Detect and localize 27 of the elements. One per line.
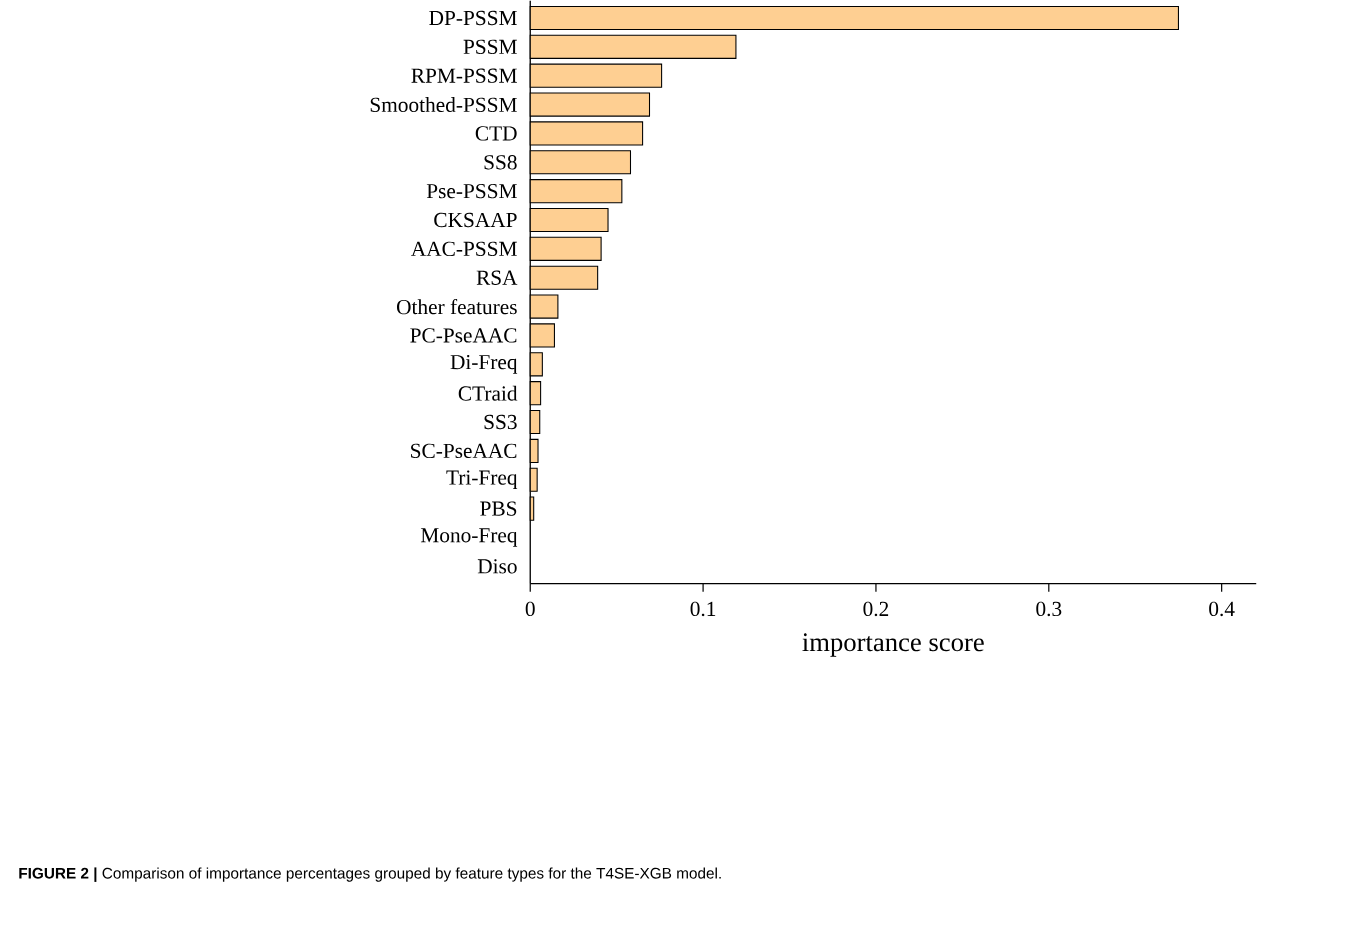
y-tick-label: PBS bbox=[480, 501, 517, 516]
x-tick-label: 0 bbox=[525, 601, 535, 617]
y-tick-label: SS3 bbox=[484, 415, 517, 430]
y-tick-label: Tri-Freq bbox=[446, 470, 518, 490]
x-tick-label: 0.1 bbox=[690, 601, 716, 617]
y-tick-label: SC-PseAAC bbox=[411, 443, 517, 459]
y-tick-label: AAC-PSSM bbox=[411, 241, 517, 257]
y-tick-label: Pse-PSSM bbox=[426, 184, 517, 199]
y-tick-label: CTD bbox=[475, 126, 517, 141]
y-tick-label: RSA bbox=[476, 270, 518, 286]
y-tick-label: Diso bbox=[477, 559, 517, 574]
y-tick-label: CTraid bbox=[458, 385, 518, 401]
y-tick-label: CKSAAP bbox=[434, 213, 517, 228]
y-tick-label: Di-Freq bbox=[450, 355, 518, 374]
y-tick-label: SS8 bbox=[484, 155, 517, 170]
y-tick-label: Mono-Freq bbox=[420, 528, 518, 547]
y-tick-label: PSSM bbox=[463, 39, 517, 55]
x-tick-label: 0.2 bbox=[863, 601, 889, 617]
x-tick-label: 0.3 bbox=[1036, 601, 1062, 617]
y-tick-label: Other features bbox=[396, 299, 517, 315]
x-tick-label: 0.4 bbox=[1209, 601, 1235, 617]
y-tick-label: PC-PseAAC bbox=[410, 328, 517, 343]
x-axis-title: importance score bbox=[802, 633, 984, 657]
text: FIGURE 2 | Comparison of importance percentages grouped by feature types for the T4SE-XGB model. bbox=[19, 867, 721, 883]
y-tick-label: RPM-PSSM bbox=[411, 68, 517, 84]
y-tick-label: Smoothed-PSSM bbox=[370, 97, 517, 113]
y-tick-label: DP-PSSM bbox=[429, 10, 517, 26]
